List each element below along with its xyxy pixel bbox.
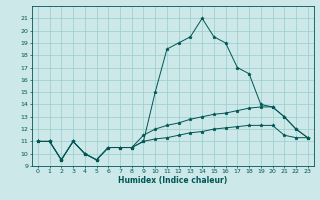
X-axis label: Humidex (Indice chaleur): Humidex (Indice chaleur) [118,176,228,185]
